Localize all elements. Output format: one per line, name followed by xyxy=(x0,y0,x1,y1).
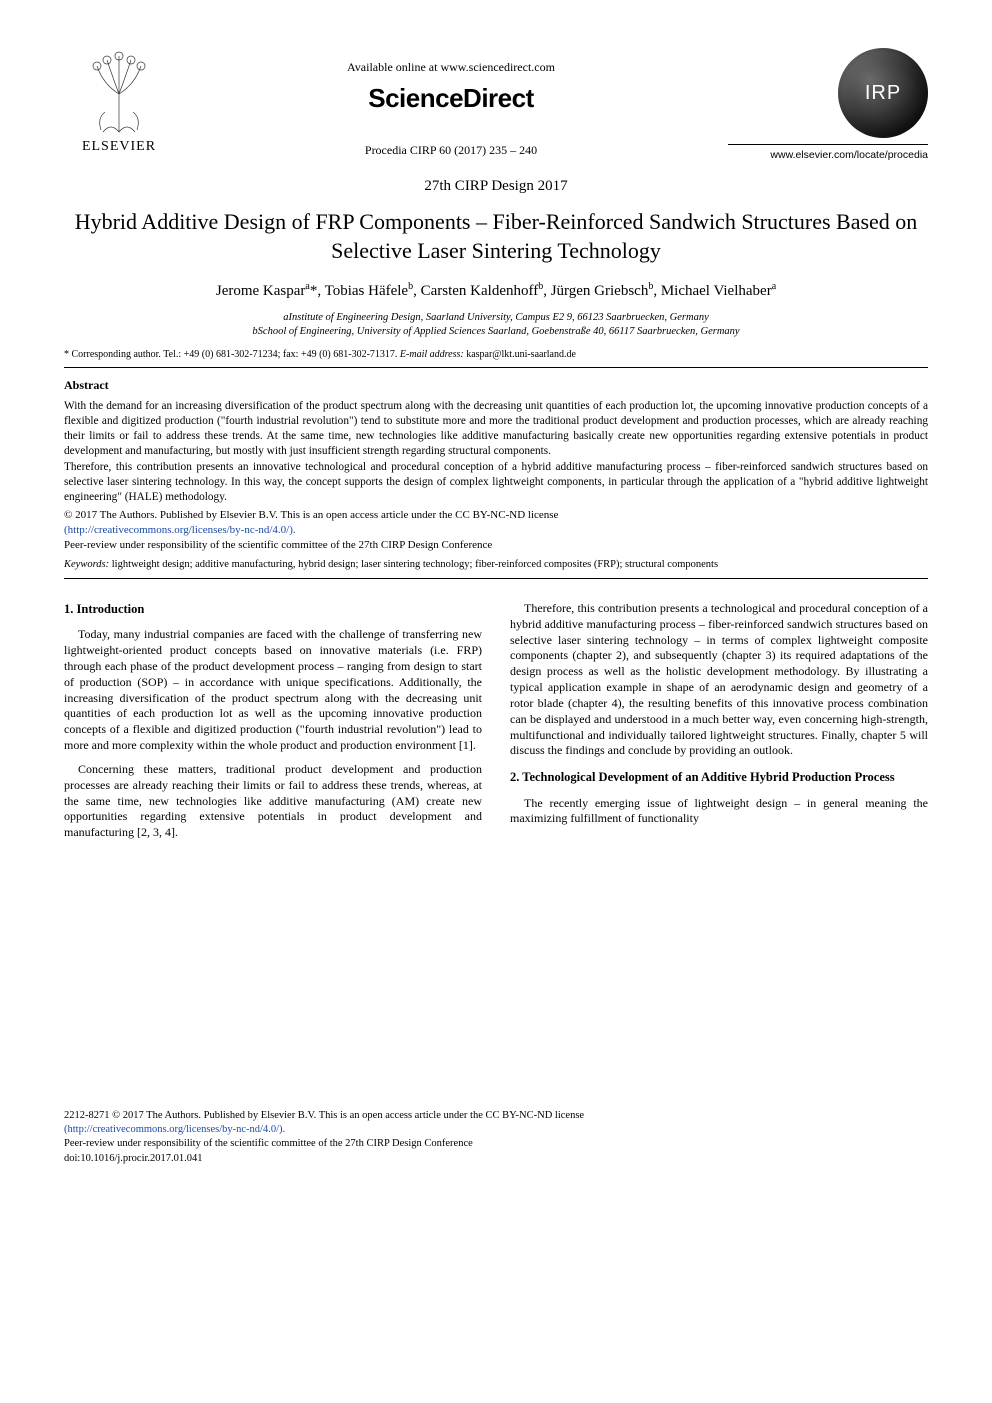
keywords-label: Keywords: xyxy=(64,559,109,570)
license-url-link[interactable]: (http://creativecommons.org/licenses/by-… xyxy=(64,524,296,536)
abstract-heading: Abstract xyxy=(64,378,928,394)
conference-name: 27th CIRP Design 2017 xyxy=(64,177,928,197)
sciencedirect-wordmark: ScienceDirect xyxy=(174,82,728,116)
keywords-text: lightweight design; additive manufacturi… xyxy=(109,559,718,570)
elsevier-wordmark: ELSEVIER xyxy=(82,138,156,156)
affiliations: aInstitute of Engineering Design, Saarla… xyxy=(64,311,928,339)
section-1-p1: Today, many industrial companies are fac… xyxy=(64,627,482,754)
page-footer: 2212-8271 © 2017 The Authors. Published … xyxy=(64,1109,928,1166)
section-2-p1: The recently emerging issue of lightweig… xyxy=(510,796,928,828)
keywords-line: Keywords: lightweight design; additive m… xyxy=(64,558,928,572)
author-list: Jerome Kaspara*, Tobias Häfeleb, Carsten… xyxy=(64,280,928,302)
abstract-paragraph-1: With the demand for an increasing divers… xyxy=(64,399,928,459)
header-right: IRP www.elsevier.com/locate/procedia xyxy=(728,48,928,163)
corr-email-label: E-mail address: xyxy=(400,349,464,360)
footer-peer-review: Peer-review under responsibility of the … xyxy=(64,1137,928,1151)
peer-review-text: Peer-review under responsibility of the … xyxy=(64,538,928,552)
license-text: © 2017 The Authors. Published by Elsevie… xyxy=(64,508,928,537)
affiliation-b: bSchool of Engineering, University of Ap… xyxy=(64,325,928,339)
section-1-heading: 1. Introduction xyxy=(64,601,482,617)
cirp-logo-icon: IRP xyxy=(838,48,928,138)
header-center: Available online at www.sciencedirect.co… xyxy=(174,48,728,163)
footer-doi: doi:10.1016/j.procir.2017.01.041 xyxy=(64,1152,928,1166)
corr-email: kaspar@lkt.uni-saarland.de xyxy=(464,349,576,360)
corresponding-author: * Corresponding author. Tel.: +49 (0) 68… xyxy=(64,348,928,361)
available-online-text: Available online at www.sciencedirect.co… xyxy=(174,60,728,76)
elsevier-tree-icon xyxy=(83,48,155,136)
rule-below-keywords xyxy=(64,578,928,579)
article-title: Hybrid Additive Design of FRP Components… xyxy=(74,208,918,265)
rule-above-abstract xyxy=(64,367,928,368)
left-column: 1. Introduction Today, many industrial c… xyxy=(64,601,482,849)
corr-prefix: * Corresponding author. Tel.: +49 (0) 68… xyxy=(64,349,400,360)
section-1-p2: Concerning these matters, traditional pr… xyxy=(64,762,482,841)
journal-reference: Procedia CIRP 60 (2017) 235 – 240 xyxy=(174,143,728,159)
license-line: © 2017 The Authors. Published by Elsevie… xyxy=(64,509,558,521)
journal-locate-url: www.elsevier.com/locate/procedia xyxy=(770,149,928,163)
section-2-heading: 2. Technological Development of an Addit… xyxy=(510,769,928,785)
abstract-body: With the demand for an increasing divers… xyxy=(64,399,928,504)
header-divider xyxy=(728,144,928,145)
body-columns: 1. Introduction Today, many industrial c… xyxy=(64,601,928,849)
footer-license-url[interactable]: (http://creativecommons.org/licenses/by-… xyxy=(64,1124,285,1135)
publisher-logo-block: ELSEVIER xyxy=(64,48,174,156)
section-1-p-right: Therefore, this contribution presents a … xyxy=(510,601,928,759)
affiliation-a: aInstitute of Engineering Design, Saarla… xyxy=(64,311,928,325)
abstract-paragraph-2: Therefore, this contribution presents an… xyxy=(64,460,928,505)
page-header: ELSEVIER Available online at www.science… xyxy=(64,48,928,163)
footer-license-line: 2212-8271 © 2017 The Authors. Published … xyxy=(64,1109,928,1123)
right-column: Therefore, this contribution presents a … xyxy=(510,601,928,849)
